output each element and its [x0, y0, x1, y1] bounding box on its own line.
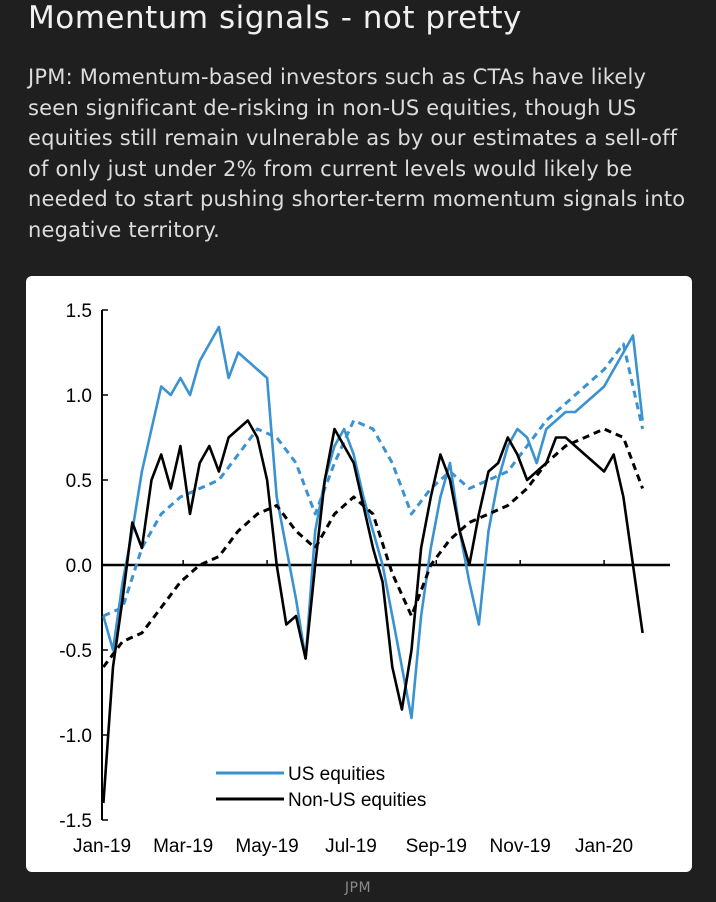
- y-tick-label: 1.0: [66, 386, 92, 407]
- series-line-2: [102, 419, 644, 804]
- page-title: Momentum signals - not pretty: [28, 0, 522, 36]
- y-tick-label: -1.5: [59, 811, 92, 832]
- chart-card: 1.5 1.0 0.5 0.0 -0.5 -1.0 -1.5 Jan-19 Mar-19 May-…: [26, 276, 692, 872]
- source-label: JPM: [344, 880, 372, 896]
- legend-label-us: US equities: [288, 764, 385, 785]
- x-tick-label: Jul-19: [325, 836, 377, 857]
- y-tick-label: -1.0: [59, 726, 92, 747]
- description-text: JPM: Momentum-based investors such as CT…: [28, 65, 686, 242]
- x-tick-label: Sep-19: [406, 836, 467, 857]
- y-tick-label: 0.0: [66, 556, 92, 577]
- series-line-3: [102, 427, 645, 668]
- x-tick-label: Mar-19: [153, 836, 213, 857]
- x-tick-label: Jan-19: [73, 836, 131, 857]
- series-line-0: [102, 325, 644, 720]
- momentum-chart: 1.5 1.0 0.5 0.0 -0.5 -1.0 -1.5 Jan-19 Mar-19 May-…: [59, 301, 670, 857]
- x-tick-label: Jan-20: [575, 836, 633, 857]
- y-tick-label: -0.5: [59, 641, 92, 662]
- x-tick-label: Nov-19: [490, 836, 551, 857]
- legend-label-nonus: Non-US equities: [288, 790, 426, 811]
- y-tick-label: 0.5: [66, 471, 92, 492]
- x-tick-label: May-19: [235, 836, 298, 857]
- y-tick-label: 1.5: [66, 301, 92, 322]
